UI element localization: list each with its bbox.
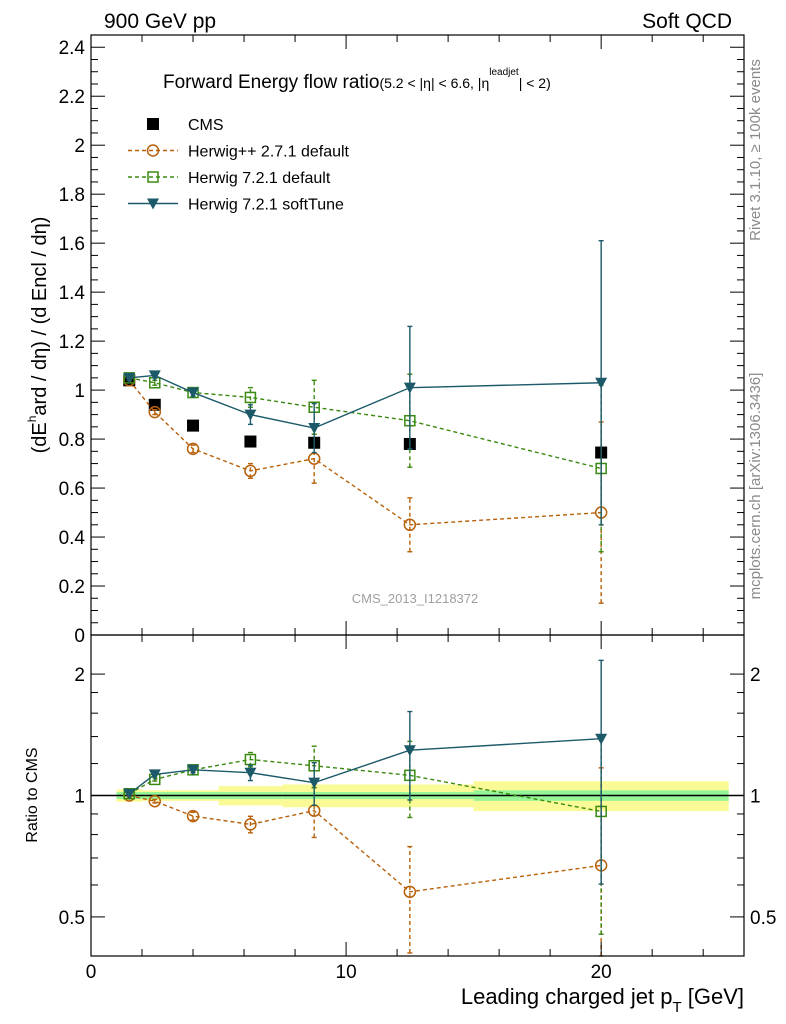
series-1-point bbox=[148, 405, 162, 419]
series-1-point bbox=[186, 442, 200, 456]
series-3-point bbox=[187, 387, 200, 399]
series-2-line bbox=[129, 377, 602, 470]
ratio-series-0-point bbox=[244, 818, 257, 831]
ratio-series-2-point bbox=[148, 769, 161, 781]
legend-label: CMS bbox=[188, 117, 224, 134]
series-1 bbox=[123, 374, 608, 604]
series-3-point bbox=[123, 372, 136, 384]
series-0-point bbox=[187, 419, 200, 432]
series-0-point bbox=[244, 435, 257, 448]
series-3-point bbox=[148, 370, 161, 382]
legend-label: Herwig 7.2.1 softTune bbox=[188, 197, 344, 214]
ratio-series-2-point bbox=[123, 788, 136, 800]
x-axis-label: Leading charged jet pT [GeV] bbox=[461, 984, 744, 1016]
series-3-point bbox=[595, 377, 608, 389]
ratio-series-0-point bbox=[186, 809, 200, 823]
series-1-point bbox=[403, 518, 417, 532]
main-y-tick-label: 1.2 bbox=[59, 332, 85, 353]
main-y-tick-label: 0.6 bbox=[59, 479, 85, 500]
series-3-line bbox=[129, 374, 602, 429]
legend-marker bbox=[147, 198, 159, 210]
ratio-series-2-point bbox=[308, 777, 321, 789]
ratio-y-tick-label: 2 bbox=[74, 665, 85, 686]
mcplots-reference-label: mcplots.cern.ch [arXiv:1306.3436] bbox=[747, 373, 764, 600]
ratio-y-tick-label-right: 1 bbox=[750, 787, 761, 808]
main-y-tick-label: 1.8 bbox=[59, 185, 85, 206]
legend: CMS Herwig++ 2.7.1 default Herwig 7.2.1 de… bbox=[128, 117, 350, 214]
x-tick-label: 20 bbox=[591, 962, 612, 983]
ratio-series-2-point bbox=[403, 745, 416, 757]
main-y-tick-label: 0.8 bbox=[59, 430, 85, 451]
ratio-series-2-point bbox=[595, 733, 608, 745]
main-y-tick-label: 1 bbox=[74, 381, 85, 402]
ratio-series-0-line bbox=[129, 794, 602, 893]
series-3 bbox=[123, 240, 608, 526]
ratio-series-0-point bbox=[148, 794, 162, 808]
series-2-point bbox=[244, 391, 257, 404]
legend-label: Herwig++ 2.7.1 default bbox=[188, 144, 350, 161]
main-y-tick-label: 2 bbox=[74, 136, 85, 157]
ratio-y-tick-label-right: 2 bbox=[750, 665, 761, 686]
series-2 bbox=[123, 372, 607, 553]
ratio-y-axis-label: Ratio to CMS bbox=[24, 747, 41, 842]
legend-marker bbox=[147, 118, 159, 130]
series-1-point bbox=[244, 464, 257, 478]
ratio-y-tick-label: 1 bbox=[74, 787, 85, 808]
header-right: Soft QCD bbox=[642, 10, 732, 33]
main-panel: 0 0.2 0.4 0.6 0.8 1 1.2 1.4 1.6 1.8 2 2.2 2.4 Forwar… bbox=[25, 34, 745, 647]
analysis-watermark: CMS_2013_I1218372 bbox=[352, 591, 479, 606]
legend-marker bbox=[147, 171, 159, 183]
main-y-tick-label: 1.6 bbox=[59, 234, 85, 255]
ratio-series-2-point bbox=[244, 767, 257, 779]
main-y-tick-label: 0 bbox=[74, 626, 85, 647]
ratio-panel: 0.5 0.51 12 20 10 20 Ratio to CMS Leading cha… bbox=[24, 634, 776, 1016]
main-y-axis-label: (dEhard / dη) / (d Encl / dη) bbox=[25, 217, 51, 454]
main-title: Forward Energy flow ratio(5.2 < |η| < 6.… bbox=[163, 67, 551, 93]
series-3-point bbox=[403, 382, 416, 394]
rivet-version-label: Rivet 3.1.10, ≥ 100k events bbox=[747, 59, 764, 241]
main-y-tick-label: 0.4 bbox=[59, 528, 86, 549]
ratio-y-tick-label: 0.5 bbox=[59, 908, 85, 929]
x-tick-label: 0 bbox=[86, 962, 97, 983]
ratio-y-tick-label-right: 0.5 bbox=[750, 908, 776, 929]
series-3-point bbox=[244, 409, 257, 421]
legend-marker bbox=[146, 144, 160, 157]
series-1-line bbox=[128, 379, 602, 526]
ratio-series-0-point bbox=[403, 885, 417, 899]
main-y-tick-label: 0.2 bbox=[59, 577, 85, 598]
ratio-series-2 bbox=[123, 659, 608, 885]
series-3-point bbox=[308, 423, 321, 435]
main-y-tick-label: 1.4 bbox=[59, 283, 86, 304]
legend-label: Herwig 7.2.1 default bbox=[188, 170, 331, 187]
ratio-series-2-point bbox=[187, 764, 200, 776]
header-left: 900 GeV pp bbox=[104, 10, 216, 33]
main-y-tick-label: 2.4 bbox=[59, 38, 86, 59]
x-tick-label: 10 bbox=[336, 962, 357, 983]
main-y-tick-label: 2.2 bbox=[59, 87, 85, 108]
